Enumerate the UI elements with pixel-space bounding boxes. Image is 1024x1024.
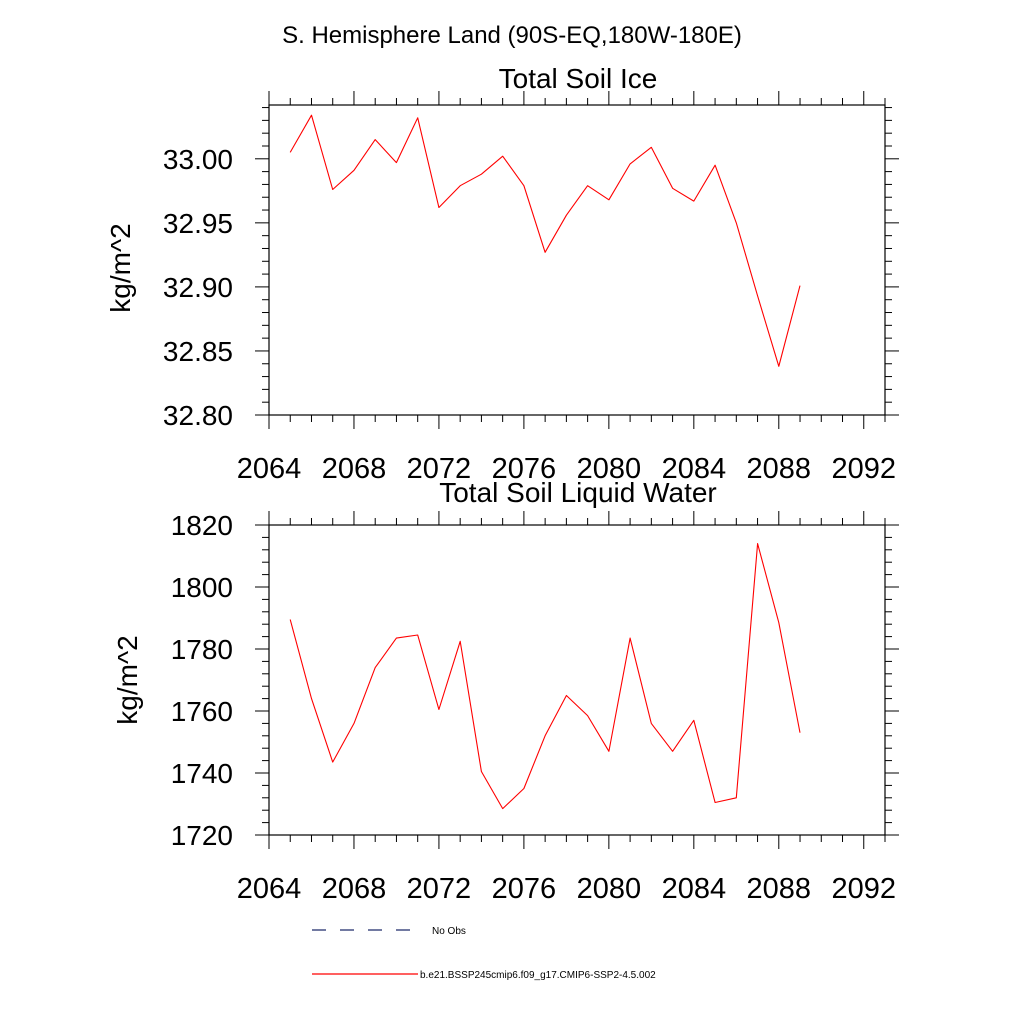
y-tick-label: 1720 [171, 820, 233, 851]
plot-frame [268, 104, 886, 416]
x-tick-label: 2064 [237, 453, 302, 485]
x-tick-label: 2064 [237, 873, 302, 905]
x-tick-label: 2084 [662, 873, 727, 905]
tick-labels: 2064 2068 2072 2076 2080 2084 2088 2092 32.80 32.… [163, 144, 896, 485]
tick-labels: 2064 2068 2072 2076 2080 2084 2088 2092 1720 1740… [171, 510, 896, 905]
x-tick-label: 2092 [832, 873, 897, 905]
y-tick-label: 1800 [171, 572, 233, 603]
tick-marks [255, 91, 899, 429]
chart-total-soil-liquid-water: Total Soil Liquid Water kg/m^2 2064 2068 2… [112, 477, 899, 905]
y-tick-label: 33.00 [163, 144, 233, 175]
y-axis-label: kg/m^2 [105, 223, 136, 312]
plot-frame [268, 524, 886, 836]
x-tick-label: 2068 [322, 453, 387, 485]
plot-lines [289, 543, 801, 810]
tick-marks [255, 511, 899, 849]
y-tick-label: 32.95 [163, 208, 233, 239]
legend-label-no-obs: No Obs [432, 926, 466, 937]
y-tick-label: 32.80 [163, 400, 233, 431]
y-tick-label: 1820 [171, 510, 233, 541]
x-tick-label: 2072 [407, 453, 472, 485]
series-line [289, 543, 801, 810]
x-tick-label: 2092 [832, 453, 897, 485]
y-tick-label: 32.85 [163, 336, 233, 367]
y-tick-label: 1760 [171, 696, 233, 727]
x-tick-label: 2080 [577, 453, 642, 485]
page-title: S. Hemisphere Land (90S-EQ,180W-180E) [282, 22, 742, 49]
legend: No Obs b.e21.BSSP245cmip6.f09_g17.CMIP6-… [312, 926, 656, 981]
chart-title: Total Soil Liquid Water [439, 477, 717, 508]
chart-total-soil-ice: Total Soil Ice kg/m^2 2064 2068 2072 2076 20… [105, 63, 899, 485]
x-tick-label: 2076 [492, 453, 557, 485]
x-tick-label: 2072 [407, 873, 472, 905]
x-tick-label: 2068 [322, 873, 387, 905]
x-tick-label: 2080 [577, 873, 642, 905]
y-axis-label: kg/m^2 [112, 635, 143, 724]
x-tick-label: 2084 [662, 453, 727, 485]
series-line [289, 114, 801, 367]
chart-title: Total Soil Ice [499, 63, 658, 94]
y-tick-label: 1780 [171, 634, 233, 665]
y-tick-label: 32.90 [163, 272, 233, 303]
x-tick-label: 2076 [492, 873, 557, 905]
x-tick-label: 2088 [747, 453, 812, 485]
legend-label-model: b.e21.BSSP245cmip6.f09_g17.CMIP6-SSP2-4.… [420, 970, 656, 981]
x-tick-label: 2088 [747, 873, 812, 905]
y-tick-label: 1740 [171, 758, 233, 789]
plot-lines [289, 114, 801, 367]
